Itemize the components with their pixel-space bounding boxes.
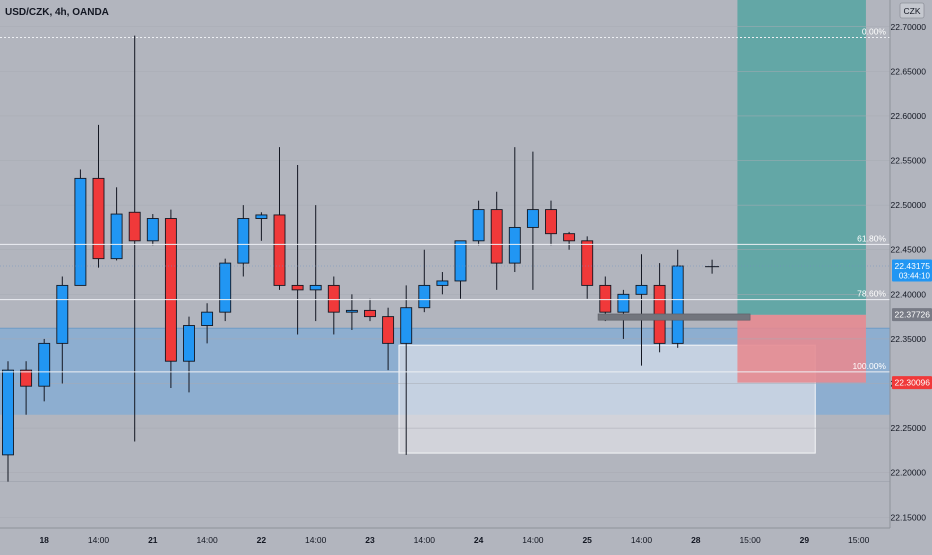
candle-body[interactable] [273,214,286,286]
candle-body[interactable] [110,213,123,260]
candle-body[interactable] [490,209,503,264]
x-tick-label: 18 [39,535,49,545]
entry-price-tag[interactable] [892,308,932,322]
x-tick-label: 14:00 [196,535,218,545]
candle-body[interactable] [364,309,376,318]
y-tick-label: 22.70000 [891,22,927,32]
y-tick-label: 22.20000 [891,468,927,478]
y-tick-label: 22.45000 [891,245,927,255]
candle-body[interactable] [436,280,449,286]
stop-price-tag[interactable] [892,376,932,390]
candle-body[interactable] [526,209,539,228]
candle-body[interactable] [56,284,69,344]
currency-badge-box[interactable] [899,2,925,19]
x-tick-label: 29 [800,535,810,545]
y-tick-label: 22.35000 [891,334,927,344]
y-tick-label: 22.40000 [891,289,927,299]
candle-body[interactable] [128,211,141,242]
x-tick-label: 14:00 [88,535,110,545]
candle-body[interactable] [472,209,485,242]
fib-level-label: 61.80% [857,233,886,243]
x-tick-label: 24 [474,535,484,545]
x-tick-label: 15:00 [739,535,761,545]
y-tick-label: 22.25000 [891,423,927,433]
entry-marker[interactable] [597,313,751,321]
candle-body[interactable] [671,265,684,344]
candle-body[interactable] [309,284,322,291]
x-tick-label: 14:00 [631,535,653,545]
candle-body[interactable] [183,325,195,362]
fib-level-label: 100.00% [852,361,886,371]
x-tick-label: 14:00 [305,535,327,545]
y-tick-label: 22.60000 [891,111,927,121]
candle-body[interactable] [599,284,612,313]
x-tick-label: 28 [691,535,701,545]
symbol-title: USD/CZK, 4h, OANDA [5,7,109,18]
candle-body[interactable] [146,218,159,242]
candle-body[interactable] [255,214,268,219]
x-tick-label: 14:00 [414,535,436,545]
candle-body[interactable] [635,284,648,295]
current-price-tag[interactable] [892,259,932,282]
currency-badge-label: CZK [904,6,921,16]
y-tick-label: 22.55000 [891,156,927,166]
candle-body[interactable] [617,293,630,313]
entry-price-tag-text: 22.37726 [895,310,931,320]
x-tick-label: 14:00 [522,535,544,545]
y-tick-label: 22.65000 [891,66,927,76]
stop-price-tag-text: 22.30096 [895,378,931,388]
fib-level-label: 78.60% [857,289,886,299]
x-tick-label: 22 [257,535,267,545]
candle-body[interactable] [400,307,413,344]
candle-body[interactable] [38,342,51,387]
target-zone[interactable] [737,0,866,315]
candle-body[interactable] [327,284,340,313]
current-price-tag-text: 22.43175 [895,261,931,271]
y-tick-label: 22.15000 [891,512,927,522]
candle-body[interactable] [201,311,214,326]
candle-body[interactable] [164,218,177,362]
fib-level-label: 0.00% [862,26,887,36]
y-tick-label: 22.50000 [891,200,927,210]
candle-body[interactable] [74,177,87,286]
candle-body[interactable] [20,369,33,387]
candle-body[interactable] [237,218,250,264]
candle-body[interactable] [219,262,232,313]
candle-body[interactable] [563,233,576,242]
candle-body[interactable] [545,209,557,235]
candle-body[interactable] [2,369,14,456]
x-tick-label: 15:00 [848,535,870,545]
candle-body[interactable] [345,309,358,313]
time-axis[interactable] [0,528,890,550]
candle-body[interactable] [581,240,594,286]
candle-body[interactable] [382,316,395,344]
candle-body[interactable] [508,226,521,264]
currency-badge[interactable]: CZK [899,2,925,19]
candle-body[interactable] [418,284,431,309]
candle-body[interactable] [291,284,304,291]
x-tick-label: 21 [148,535,158,545]
x-tick-label: 23 [365,535,375,545]
countdown-text: 03:44:10 [899,272,931,281]
candle-body[interactable] [454,240,467,282]
x-tick-label: 25 [582,535,592,545]
stop-zone[interactable] [737,314,866,383]
candle-body[interactable] [92,177,105,260]
